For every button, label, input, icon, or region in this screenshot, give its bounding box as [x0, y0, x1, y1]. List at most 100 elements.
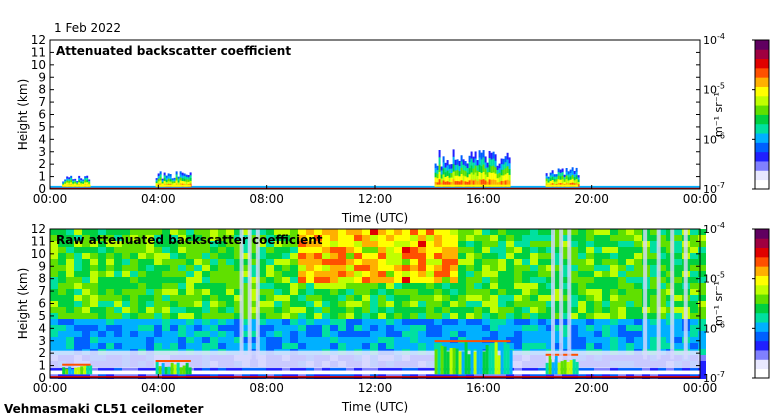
cloud-cell — [458, 166, 461, 172]
noise-cell — [682, 367, 690, 373]
cloud-feature-2 — [155, 171, 192, 187]
noise-cell — [490, 289, 498, 295]
noise-cell — [50, 235, 58, 241]
noise-cell — [554, 235, 562, 241]
colorbar-unit-label: m⁻¹ sr⁻¹ — [712, 281, 725, 326]
cloud-cell — [179, 180, 182, 184]
cloud-cell — [62, 182, 65, 184]
raw-cloud-cell — [443, 346, 447, 375]
noise-cell — [394, 295, 402, 301]
noise-cell — [626, 265, 634, 271]
noise-cell — [498, 289, 506, 295]
raw-cloud-3 — [155, 359, 192, 375]
noise-cell — [146, 247, 154, 253]
noise-cell — [698, 301, 706, 307]
cloud-cell — [86, 175, 89, 179]
cloud-cell — [165, 177, 168, 181]
noise-cell — [370, 289, 378, 295]
noise-cell — [690, 241, 698, 247]
cloud-cell — [565, 175, 568, 180]
noise-cell — [298, 241, 306, 247]
cloud-cell — [88, 180, 91, 183]
cloud-cell — [482, 179, 485, 187]
noise-cell — [458, 289, 466, 295]
colorbar-segment — [755, 340, 769, 351]
noise-cell — [298, 229, 306, 235]
noise-cell — [394, 367, 402, 373]
cloud-cell — [442, 180, 445, 187]
noise-cell — [58, 319, 66, 325]
noise-cell — [410, 277, 418, 283]
noise-cell — [234, 295, 242, 301]
cloud-cell — [577, 179, 580, 183]
noise-cell — [474, 337, 482, 343]
noise-cell — [434, 295, 442, 301]
noise-cell — [618, 247, 626, 253]
noise-cell — [530, 283, 538, 289]
colorbar-segment — [755, 114, 769, 125]
noise-cell — [458, 319, 466, 325]
noise-cell — [90, 343, 98, 349]
noise-cell — [674, 307, 682, 313]
noise-cell — [274, 307, 282, 313]
noise-cell — [690, 343, 698, 349]
noise-cell — [162, 373, 170, 379]
noise-cell — [594, 289, 602, 295]
noise-cell — [210, 229, 218, 235]
noise-cell — [298, 265, 306, 271]
noise-cell — [498, 301, 506, 307]
noise-cell — [402, 325, 410, 331]
x-tick-label: 20:00 — [574, 381, 609, 395]
noise-cell — [218, 337, 226, 343]
noise-cell — [554, 271, 562, 277]
noise-cell — [258, 319, 266, 325]
noise-cell — [362, 343, 370, 349]
noise-cell — [338, 253, 346, 259]
raw-cloud-cell — [173, 364, 177, 375]
noise-cell — [354, 343, 362, 349]
noise-cell — [370, 235, 378, 241]
noise-cell — [434, 343, 442, 349]
noise-cell — [522, 253, 530, 259]
raw-cloud-cell — [71, 369, 75, 375]
noise-cell — [314, 373, 322, 379]
noise-cell — [258, 265, 266, 271]
cloud-cell — [165, 175, 168, 179]
noise-cell — [490, 325, 498, 331]
noise-cell — [394, 265, 402, 271]
noise-cell — [418, 295, 426, 301]
noise-cell — [602, 241, 610, 247]
cloud-cell — [74, 183, 77, 186]
raw-cloud-cell — [461, 351, 465, 375]
noise-cell — [314, 271, 322, 277]
cloud-cell — [508, 169, 511, 176]
noise-cell — [306, 313, 314, 319]
noise-cell — [450, 271, 458, 277]
noise-cell — [74, 331, 82, 337]
noise-cell — [178, 271, 186, 277]
noise-cell — [418, 313, 426, 319]
noise-cell — [418, 259, 426, 265]
noise-cell — [434, 241, 442, 247]
noise-cell — [250, 277, 258, 283]
cloud-cell — [179, 177, 182, 181]
noise-cell — [106, 229, 114, 235]
noise-cell — [386, 271, 394, 277]
plot-area — [50, 40, 700, 189]
noise-cell — [554, 343, 562, 349]
noise-cell — [50, 373, 58, 379]
noise-cell — [362, 319, 370, 325]
noise-cell — [450, 295, 458, 301]
noise-cell — [482, 331, 490, 337]
noise-cell — [450, 313, 458, 319]
noise-cell — [546, 283, 554, 289]
colorbar: 10-710-610-510-4m⁻¹ sr⁻¹ — [703, 32, 770, 196]
noise-cell — [466, 271, 474, 277]
noise-cell — [506, 343, 514, 349]
noise-cell — [130, 253, 138, 259]
noise-cell — [570, 301, 578, 307]
noise-cell — [66, 343, 74, 349]
noise-cell — [378, 343, 386, 349]
noise-cell — [650, 319, 658, 325]
noise-cell — [266, 313, 274, 319]
